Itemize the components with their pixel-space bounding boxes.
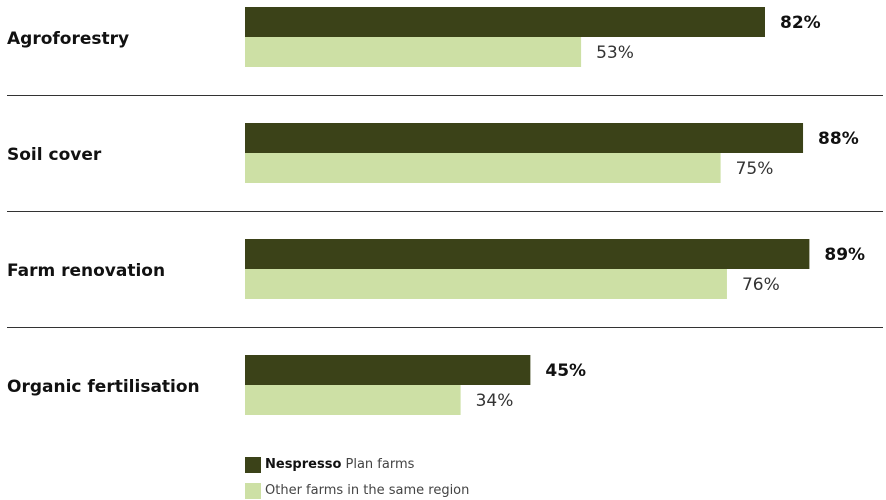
bar-other (245, 269, 727, 299)
legend-swatch-nespresso (245, 457, 261, 473)
legend-label-bold: Nespresso (265, 457, 342, 472)
bar-nespresso (245, 123, 804, 153)
legend-swatch-other (245, 483, 261, 499)
category-label-soil-cover: Soil cover (7, 145, 102, 165)
bar-other (245, 385, 461, 415)
category-label-organic-fertilisation: Organic fertilisation (7, 377, 200, 397)
legend-label: Other farms in the same region (265, 483, 470, 498)
bar-other (245, 153, 721, 183)
data-label-nespresso: 89% (824, 245, 865, 265)
bars-svg: 82% 53% 88% 75% 89% 76% 45% 34% (245, 7, 865, 415)
legend-label: Plan farms (341, 457, 415, 472)
bar-other (245, 37, 582, 67)
chart-area: Agroforestry Soil cover Farm renovation … (7, 7, 883, 415)
bar-nespresso (245, 355, 531, 385)
legend-item-other: Other farms in the same region (245, 483, 469, 499)
data-label-nespresso: 82% (780, 13, 821, 33)
data-label-other: 76% (742, 275, 780, 295)
row-divider (7, 211, 883, 212)
row-divider (7, 327, 883, 328)
bar-nespresso (245, 239, 810, 269)
data-label-other: 75% (736, 159, 774, 179)
data-label-other: 53% (596, 43, 634, 63)
bar-nespresso (245, 7, 765, 37)
data-label-nespresso: 88% (818, 129, 859, 149)
row-divider (7, 95, 883, 96)
legend-item-nespresso: Nespresso Plan farms (245, 457, 414, 473)
category-label-farm-renovation: Farm renovation (7, 261, 166, 281)
data-label-other: 34% (476, 391, 514, 411)
category-label-agroforestry: Agroforestry (7, 29, 130, 49)
data-label-nespresso: 45% (545, 361, 586, 381)
